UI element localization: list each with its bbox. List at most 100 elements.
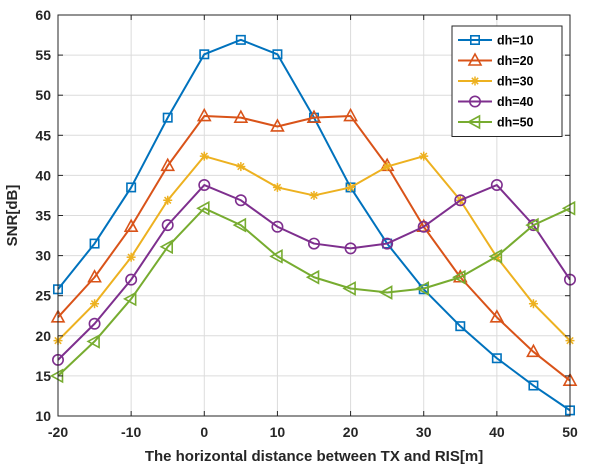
- y-axis-label: SNR[dB]: [4, 185, 21, 247]
- legend-item-dh-10: dh=10: [458, 34, 534, 48]
- data-point-dh-30: [90, 299, 100, 309]
- data-point-dh-50: [488, 249, 503, 264]
- legend-marker: [466, 114, 481, 130]
- data-point-dh-10: [528, 380, 539, 391]
- legend-item-dh-50: dh=50: [458, 114, 534, 130]
- series-dh-50: [49, 200, 576, 384]
- x-tick-label: 20: [343, 424, 359, 440]
- legend-marker: [468, 95, 481, 108]
- data-point-dh-10: [89, 238, 100, 249]
- legend-label: dh=10: [497, 34, 534, 48]
- data-point-dh-40: [417, 220, 430, 233]
- data-point-dh-50: [525, 217, 539, 233]
- data-point-dh-10: [126, 182, 137, 193]
- x-tick-label: 30: [416, 424, 432, 440]
- y-tick-label: 45: [35, 127, 51, 143]
- data-point-dh-20: [526, 343, 541, 358]
- y-tick-label: 15: [35, 368, 51, 384]
- x-axis-label: The horizontal distance between TX and R…: [145, 448, 483, 465]
- data-point-dh-30: [272, 182, 282, 192]
- data-point-dh-40: [125, 273, 138, 286]
- data-point-dh-40: [271, 220, 284, 233]
- data-point-dh-30: [346, 182, 356, 192]
- x-tick-label: -10: [121, 424, 141, 440]
- legend-label: dh=20: [497, 54, 534, 68]
- data-point-dh-30: [199, 151, 209, 161]
- data-point-dh-50: [452, 269, 466, 285]
- data-point-dh-20: [489, 309, 505, 323]
- data-point-dh-40: [198, 179, 211, 192]
- data-point-dh-30: [419, 151, 429, 161]
- legend: dh=10 dh=20 dh=30 dh=40 dh=50: [451, 25, 563, 137]
- data-point-dh-40: [88, 317, 101, 330]
- data-point-dh-50: [415, 281, 430, 296]
- legend-marker: [469, 34, 480, 45]
- legend-label: dh=30: [497, 75, 534, 89]
- x-tick-label: 0: [200, 424, 208, 440]
- data-point-dh-10: [162, 112, 173, 123]
- x-tick-label: 50: [562, 424, 578, 440]
- data-point-dh-30: [126, 252, 136, 262]
- x-tick-label: 40: [489, 424, 505, 440]
- y-tick-label: 35: [35, 208, 51, 224]
- data-point-dh-20: [270, 118, 285, 132]
- data-point-dh-50: [196, 200, 210, 216]
- data-point-dh-10: [491, 353, 502, 364]
- legend-marker: [470, 76, 480, 86]
- data-point-dh-50: [269, 249, 283, 264]
- y-tick-label: 55: [35, 47, 51, 63]
- data-point-dh-50: [378, 285, 393, 300]
- x-tick-labels: -20 -10 0 10 20 30 40 50: [48, 424, 578, 440]
- data-point-dh-10: [272, 49, 283, 60]
- tick-marks: [57, 14, 571, 417]
- legend-label: dh=40: [497, 95, 534, 109]
- data-point-dh-20: [87, 269, 102, 283]
- y-tick-label: 10: [35, 408, 51, 424]
- series-layer: [49, 34, 578, 416]
- series-dh-20: [50, 107, 578, 387]
- data-point-dh-40: [234, 194, 247, 207]
- data-point-dh-50: [342, 281, 356, 296]
- data-point-dh-20: [306, 109, 322, 123]
- y-tick-label: 20: [35, 328, 51, 344]
- data-point-dh-40: [344, 242, 357, 255]
- y-tick-labels: 10 15 20 25 30 35 40 45 50 55 60: [35, 7, 51, 424]
- data-point-dh-50: [232, 217, 247, 233]
- data-point-dh-50: [305, 269, 320, 285]
- legend-item-dh-20: dh=20: [458, 52, 534, 68]
- data-point-dh-20: [196, 107, 212, 122]
- data-point-dh-50: [159, 239, 174, 255]
- series-line-dh-50: [57, 207, 571, 377]
- y-tick-label: 30: [35, 248, 51, 264]
- data-point-dh-30: [309, 190, 319, 200]
- legend-item-dh-40: dh=40: [458, 95, 534, 109]
- data-point-dh-10: [455, 321, 466, 332]
- data-point-dh-50: [122, 291, 137, 307]
- data-point-dh-20: [233, 109, 249, 123]
- y-tick-label: 40: [35, 167, 51, 183]
- y-tick-label: 25: [35, 288, 51, 304]
- data-point-dh-30: [382, 162, 392, 172]
- y-tick-label: 60: [35, 7, 51, 23]
- data-point-dh-40: [381, 237, 394, 250]
- data-point-dh-40: [161, 219, 174, 232]
- y-tick-label: 50: [35, 87, 51, 103]
- data-point-dh-40: [454, 194, 467, 207]
- series-line-dh-40: [57, 184, 571, 361]
- data-point-dh-10: [199, 49, 210, 60]
- data-point-dh-20: [123, 218, 139, 233]
- legend-marker: [467, 52, 483, 66]
- data-point-dh-30: [528, 299, 538, 309]
- legend-label: dh=50: [497, 116, 534, 130]
- data-point-dh-20: [343, 107, 358, 122]
- x-tick-label: -20: [48, 424, 68, 440]
- data-point-dh-30: [236, 162, 246, 172]
- data-point-dh-10: [235, 34, 246, 45]
- data-point-dh-50: [561, 200, 576, 216]
- data-point-dh-40: [490, 179, 503, 192]
- x-tick-label: 10: [270, 424, 286, 440]
- legend-item-dh-30: dh=30: [458, 75, 534, 89]
- series-line-dh-20: [57, 115, 571, 382]
- data-point-dh-50: [86, 334, 100, 349]
